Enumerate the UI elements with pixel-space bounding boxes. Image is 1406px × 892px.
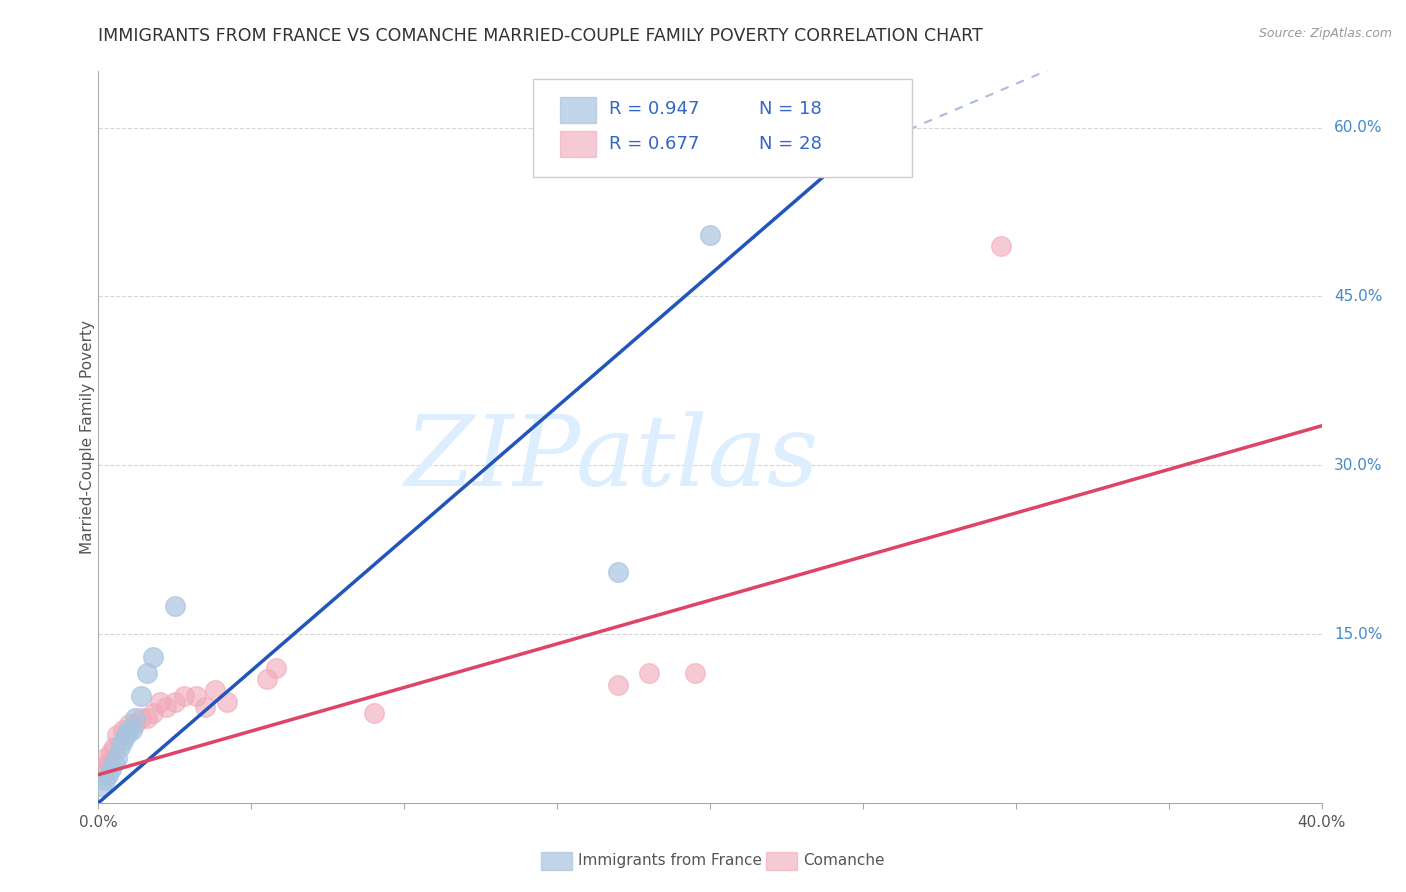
Point [124, 711, 146, 725]
Point [136, 711, 159, 725]
Point [124, 717, 146, 731]
Point [93, 773, 115, 788]
Point [256, 672, 278, 686]
Y-axis label: Married-Couple Family Poverty: Married-Couple Family Poverty [80, 320, 94, 554]
Point [108, 739, 131, 754]
FancyBboxPatch shape [560, 131, 596, 157]
Text: Immigrants from France: Immigrants from France [578, 854, 762, 868]
Point [111, 723, 134, 737]
Point [93, 751, 115, 765]
Text: ZIPatlas: ZIPatlas [405, 411, 820, 507]
Point [136, 666, 159, 681]
Point [90, 779, 112, 793]
Point [990, 239, 1012, 253]
Text: 15.0%: 15.0% [1334, 626, 1382, 641]
Point [100, 745, 122, 759]
Point [97, 756, 120, 771]
Point [103, 756, 125, 771]
Text: 30.0%: 30.0% [1334, 458, 1382, 473]
Point [90, 762, 112, 776]
Point [607, 678, 630, 692]
Point [105, 728, 128, 742]
Point [115, 728, 138, 742]
Point [173, 689, 195, 703]
Point [204, 683, 226, 698]
Point [194, 700, 217, 714]
Point [186, 689, 208, 703]
Point [121, 723, 143, 737]
Point [163, 599, 186, 613]
Point [215, 694, 238, 708]
Text: 60.0%: 60.0% [1334, 120, 1382, 135]
Text: R = 0.677: R = 0.677 [609, 135, 699, 153]
Point [103, 739, 125, 754]
Point [683, 666, 706, 681]
Point [118, 717, 141, 731]
Point [699, 227, 721, 242]
Point [118, 723, 141, 737]
Point [97, 767, 120, 781]
Text: N = 18: N = 18 [759, 101, 821, 119]
Point [607, 565, 630, 579]
Point [100, 762, 122, 776]
Text: R = 0.947: R = 0.947 [609, 101, 699, 119]
Text: IMMIGRANTS FROM FRANCE VS COMANCHE MARRIED-COUPLE FAMILY POVERTY CORRELATION CHA: IMMIGRANTS FROM FRANCE VS COMANCHE MARRI… [98, 27, 983, 45]
Point [149, 694, 172, 708]
Point [129, 711, 152, 725]
Point [264, 661, 287, 675]
Point [142, 649, 165, 664]
Text: Source: ZipAtlas.com: Source: ZipAtlas.com [1258, 27, 1392, 40]
Point [637, 666, 661, 681]
FancyBboxPatch shape [560, 97, 596, 122]
Text: 45.0%: 45.0% [1334, 289, 1382, 304]
Point [129, 689, 152, 703]
Text: Comanche: Comanche [803, 854, 884, 868]
Point [111, 734, 134, 748]
Point [142, 706, 165, 720]
FancyBboxPatch shape [533, 78, 912, 178]
Point [163, 694, 186, 708]
Point [105, 751, 128, 765]
Text: N = 28: N = 28 [759, 135, 823, 153]
Point [115, 728, 138, 742]
Point [363, 706, 385, 720]
Point [155, 700, 177, 714]
